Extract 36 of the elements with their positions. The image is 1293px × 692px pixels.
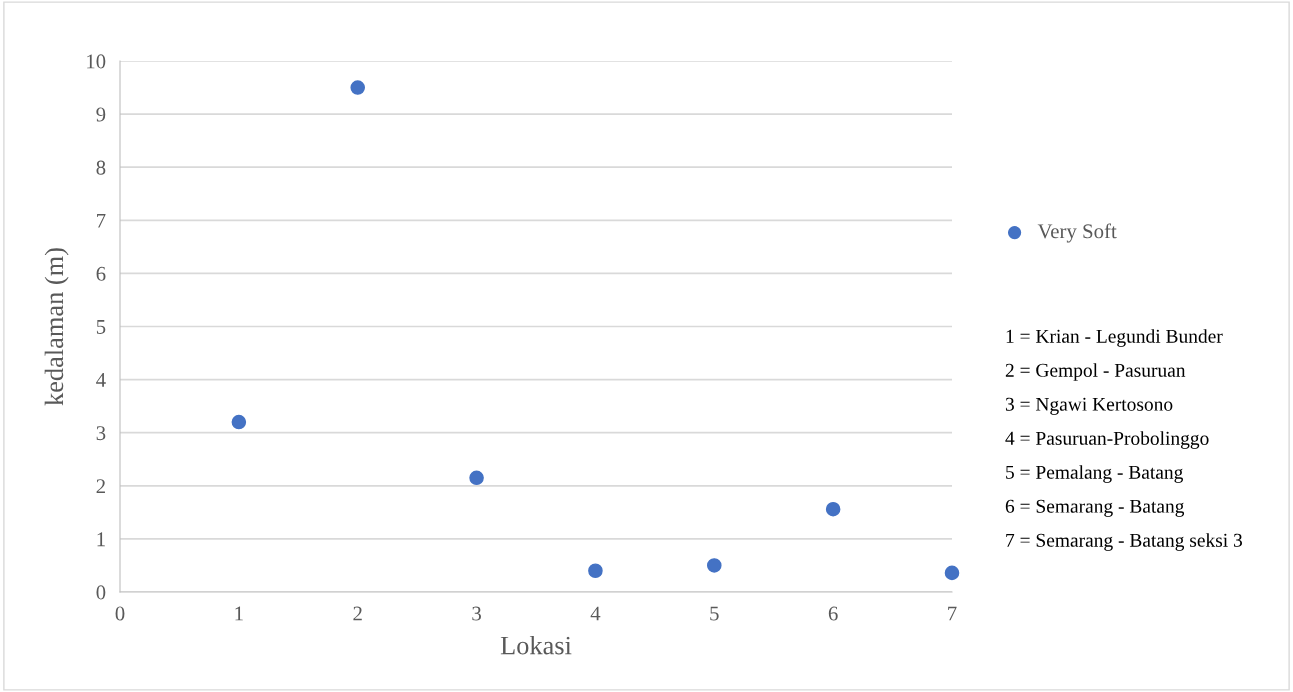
text: 6 = Semarang - Batang — [1005, 499, 1185, 517]
text: 3 = Ngawi Kertosono — [1005, 397, 1173, 415]
x-tick-label: 6 — [828, 606, 838, 621]
point — [231, 414, 247, 430]
x-tick-label: 2 — [353, 606, 362, 621]
x-tick-label: 4 — [590, 606, 601, 621]
x-tick-label: 3 — [472, 606, 481, 621]
x-axis-title: Lokasi — [500, 635, 572, 655]
y-axis-title: kedalaman (m) — [44, 248, 69, 406]
x-tick-label: 0 — [115, 606, 125, 621]
y-tick-label: 9 — [96, 107, 106, 122]
y-tick-label: 10 — [87, 54, 106, 69]
x-tick-label: 7 — [948, 606, 957, 621]
point — [588, 563, 603, 579]
y-tick-label: 8 — [96, 160, 106, 175]
text: 4 = Pasuruan-Probolinggo — [1005, 431, 1209, 449]
text: 1 = Krian - Legundi Bunder — [1006, 329, 1223, 347]
y-tick-label: 6 — [96, 266, 106, 281]
y-tick-label: 5 — [96, 320, 106, 334]
legend-label: Very Soft — [1037, 223, 1117, 243]
y-tick-label: 7 — [97, 213, 106, 228]
point — [944, 565, 960, 581]
x-tick-label: 1 — [235, 606, 243, 621]
y-tick-label: 3 — [96, 426, 106, 441]
point — [350, 80, 365, 95]
y-tick-label: 0 — [96, 585, 106, 600]
point — [825, 501, 841, 517]
text: 2 = Gempol - Pasuruan — [1005, 363, 1186, 381]
point — [707, 558, 722, 573]
x-tick-label: 5 — [710, 606, 719, 621]
y-tick-label: 4 — [96, 373, 106, 387]
text: 7 = Semarang - Batang seksi 3 — [1006, 533, 1243, 551]
y-tick-label: 2 — [96, 479, 105, 494]
point — [469, 470, 484, 486]
text: 5 = Pemalang - Batang — [1006, 465, 1183, 483]
y-tick-label: 1 — [97, 532, 105, 547]
